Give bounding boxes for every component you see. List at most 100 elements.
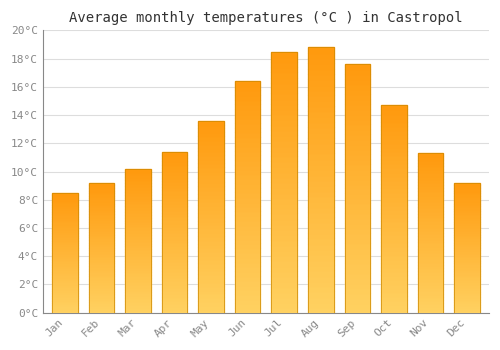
Bar bbox=[308, 270, 334, 275]
Bar bbox=[162, 210, 188, 213]
Bar bbox=[418, 236, 443, 239]
Bar bbox=[235, 248, 260, 252]
Bar bbox=[162, 277, 188, 280]
Bar bbox=[454, 222, 480, 224]
Bar bbox=[454, 256, 480, 258]
Bar bbox=[198, 167, 224, 171]
Bar bbox=[88, 268, 114, 271]
Bar bbox=[344, 149, 370, 154]
Bar bbox=[418, 284, 443, 287]
Bar bbox=[454, 276, 480, 279]
Bar bbox=[272, 255, 297, 260]
Bar bbox=[52, 236, 78, 238]
Bar bbox=[235, 280, 260, 285]
Bar bbox=[198, 121, 224, 313]
Bar bbox=[381, 230, 406, 234]
Bar bbox=[344, 273, 370, 278]
Bar bbox=[454, 263, 480, 266]
Bar bbox=[52, 301, 78, 303]
Bar bbox=[88, 266, 114, 268]
Bar bbox=[235, 239, 260, 243]
Bar bbox=[272, 72, 297, 78]
Bar bbox=[125, 186, 151, 189]
Bar bbox=[418, 156, 443, 160]
Bar bbox=[454, 206, 480, 209]
Bar bbox=[454, 268, 480, 271]
Bar bbox=[52, 267, 78, 270]
Bar bbox=[88, 305, 114, 307]
Bar bbox=[162, 274, 188, 277]
Bar bbox=[418, 208, 443, 211]
Bar bbox=[418, 258, 443, 261]
Bar bbox=[308, 212, 334, 217]
Bar bbox=[125, 272, 151, 275]
Bar bbox=[235, 275, 260, 280]
Bar bbox=[272, 182, 297, 187]
Bar bbox=[308, 164, 334, 169]
Bar bbox=[381, 134, 406, 138]
Bar bbox=[235, 155, 260, 160]
Bar bbox=[381, 308, 406, 313]
Bar bbox=[162, 161, 188, 164]
Bar bbox=[162, 264, 188, 268]
Bar bbox=[162, 226, 188, 229]
Bar bbox=[52, 279, 78, 281]
Bar bbox=[125, 287, 151, 289]
Bar bbox=[88, 206, 114, 209]
Bar bbox=[235, 299, 260, 303]
Bar bbox=[52, 308, 78, 310]
Bar bbox=[308, 47, 334, 313]
Bar bbox=[88, 281, 114, 284]
Bar bbox=[235, 183, 260, 188]
Bar bbox=[52, 281, 78, 284]
Bar bbox=[454, 232, 480, 235]
Bar bbox=[308, 84, 334, 90]
Bar bbox=[52, 298, 78, 301]
Bar bbox=[52, 284, 78, 286]
Bar bbox=[162, 219, 188, 223]
Bar bbox=[418, 246, 443, 249]
Bar bbox=[88, 302, 114, 305]
Bar bbox=[308, 74, 334, 79]
Bar bbox=[162, 194, 188, 197]
Bar bbox=[162, 184, 188, 187]
Bar bbox=[272, 167, 297, 172]
Bar bbox=[198, 159, 224, 163]
Bar bbox=[344, 218, 370, 223]
Bar bbox=[381, 213, 406, 217]
Bar bbox=[308, 95, 334, 100]
Bar bbox=[454, 274, 480, 276]
Bar bbox=[418, 294, 443, 297]
Bar bbox=[125, 172, 151, 175]
Bar bbox=[381, 238, 406, 242]
Bar bbox=[454, 292, 480, 294]
Bar bbox=[344, 94, 370, 99]
Bar bbox=[162, 287, 188, 290]
Bar bbox=[418, 300, 443, 303]
Bar bbox=[198, 305, 224, 309]
Bar bbox=[418, 249, 443, 252]
Bar bbox=[52, 245, 78, 248]
Bar bbox=[272, 135, 297, 140]
Bar bbox=[381, 300, 406, 304]
Bar bbox=[344, 89, 370, 94]
Bar bbox=[125, 275, 151, 278]
Bar bbox=[418, 169, 443, 172]
Bar bbox=[381, 209, 406, 213]
Bar bbox=[418, 163, 443, 166]
Bar bbox=[418, 166, 443, 169]
Bar bbox=[198, 278, 224, 282]
Bar bbox=[381, 254, 406, 259]
Bar bbox=[125, 209, 151, 212]
Bar bbox=[344, 253, 370, 258]
Bar bbox=[88, 217, 114, 219]
Bar bbox=[454, 271, 480, 274]
Bar bbox=[162, 203, 188, 206]
Bar bbox=[198, 186, 224, 190]
Bar bbox=[344, 263, 370, 268]
Bar bbox=[381, 126, 406, 130]
Bar bbox=[88, 248, 114, 250]
Bar bbox=[198, 178, 224, 182]
Bar bbox=[308, 286, 334, 292]
Bar bbox=[272, 276, 297, 281]
